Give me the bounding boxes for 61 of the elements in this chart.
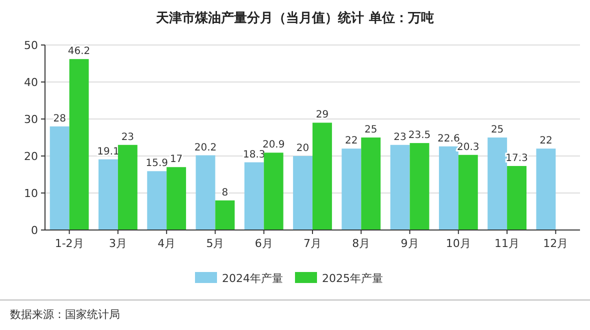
bar <box>69 59 89 230</box>
data-label: 28 <box>53 113 66 124</box>
x-tick-label: 1-2月 <box>54 237 84 250</box>
x-tick-label: 4月 <box>158 237 176 250</box>
bar <box>536 148 556 230</box>
chart-title: 天津市煤油产量分月（当月值）统计 单位：万吨 <box>155 10 434 26</box>
data-label: 22 <box>540 136 552 147</box>
data-label: 20.2 <box>194 142 217 154</box>
bar <box>488 138 508 230</box>
x-tick-label: 9月 <box>400 237 419 250</box>
data-label: 22 <box>345 136 358 147</box>
y-tick-label: 50 <box>24 39 38 52</box>
bar <box>166 167 186 230</box>
data-label: 29 <box>316 110 329 121</box>
x-tick-label: 12月 <box>543 237 568 250</box>
bar <box>118 144 138 230</box>
bar <box>215 200 235 230</box>
legend-label: 2025年产量 <box>322 272 383 285</box>
source-note: 数据来源：国家统计局 <box>10 308 120 321</box>
data-label: 20.9 <box>262 140 285 151</box>
data-label: 8 <box>222 187 228 198</box>
data-label: 20.3 <box>457 142 480 153</box>
bar <box>507 166 526 230</box>
data-label: 23.5 <box>408 130 431 142</box>
bar <box>312 122 332 230</box>
data-label: 25 <box>490 124 504 136</box>
bar <box>293 156 312 230</box>
x-tick-label: 8月 <box>352 237 370 250</box>
data-label: 46.2 <box>68 46 90 58</box>
data-label: 17 <box>170 154 183 166</box>
legend-label: 2024年产量 <box>222 272 283 285</box>
bar <box>196 155 216 230</box>
bar <box>147 171 167 230</box>
x-tick-label: 11月 <box>494 237 520 250</box>
y-tick-label: 30 <box>24 113 38 126</box>
y-tick-label: 10 <box>24 187 38 200</box>
x-tick-label: 6月 <box>254 237 273 250</box>
x-tick-label: 3月 <box>108 237 127 250</box>
y-tick-label: 20 <box>24 150 38 163</box>
data-label: 25 <box>364 124 378 136</box>
y-tick-label: 0 <box>31 224 38 237</box>
data-label: 22.6 <box>438 133 460 144</box>
x-tick-label: 7月 <box>304 237 322 250</box>
bar <box>390 144 410 230</box>
bar <box>342 148 362 230</box>
data-label: 23 <box>121 132 134 143</box>
x-tick-label: 10月 <box>446 237 471 250</box>
bar <box>410 143 430 230</box>
bar <box>244 162 264 230</box>
bar <box>98 159 118 230</box>
bar <box>458 154 478 230</box>
x-tick-label: 5月 <box>206 237 224 250</box>
data-label: 19.1 <box>97 146 120 158</box>
y-tick-label: 40 <box>24 76 38 89</box>
data-label: 23 <box>394 132 406 143</box>
bar <box>361 138 381 230</box>
data-label: 20 <box>296 143 310 154</box>
data-label: 15.9 <box>146 158 168 170</box>
bar <box>264 152 284 230</box>
bar <box>50 126 70 230</box>
bar <box>438 146 458 230</box>
